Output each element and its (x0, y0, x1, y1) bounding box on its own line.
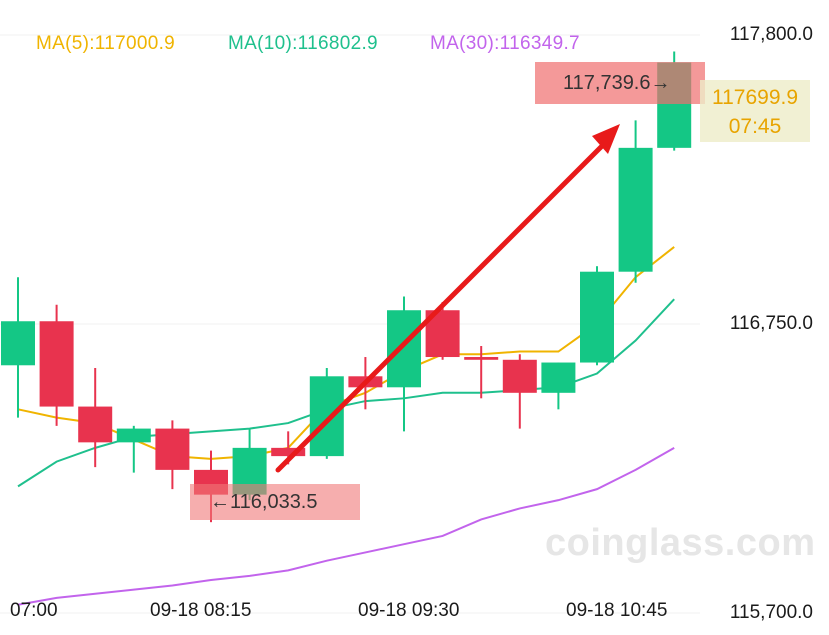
candles-group (1, 51, 692, 523)
candle-body-up (387, 310, 421, 388)
candle-body-down (78, 406, 113, 443)
candle (387, 296, 421, 432)
candle-body-up (580, 271, 614, 363)
candle-body-up (618, 147, 653, 272)
current-price-value: 117699.9 (711, 86, 799, 109)
candle-body-down (155, 428, 190, 470)
candle (425, 301, 460, 360)
candle (502, 354, 537, 429)
ma5-line (17, 246, 675, 460)
candle-body-up (309, 376, 344, 457)
ma10-line (17, 298, 675, 488)
trend-arrow (275, 124, 620, 473)
candle (1, 277, 35, 418)
x-tick-label: 09-18 09:30 (358, 600, 460, 621)
x-tick-label: 09-18 10:45 (566, 600, 668, 621)
candle-body-down (271, 447, 306, 457)
candle (580, 266, 614, 366)
y-tick-label: 115,700.0 (729, 602, 813, 623)
candle (116, 425, 151, 473)
countdown-timer: 07:45 (728, 115, 782, 138)
legend-ma5: MA(5):117000.9 (36, 33, 176, 54)
candle (78, 368, 113, 468)
candle-body-down (502, 359, 537, 393)
candle (155, 420, 190, 490)
candle (309, 368, 344, 459)
low-price-annotation: ←116,033.5 (190, 484, 360, 520)
y-tick-label: 116,750.0 (729, 313, 813, 334)
watermark: coinglass.com (545, 522, 816, 564)
candle (39, 304, 74, 426)
candle-body-down (464, 357, 499, 360)
candle-body-down (39, 321, 74, 407)
candle (541, 362, 576, 410)
candle-body-up (541, 362, 576, 393)
x-tick-label: 07:00 (10, 600, 58, 621)
candle (464, 346, 499, 399)
candle-body-up (116, 428, 151, 443)
current-price-tag: 117699.9 07:45 (700, 80, 810, 142)
high-price-annotation: 117,739.6→ (535, 62, 705, 104)
legend-ma30: MA(30):116349.7 (430, 33, 580, 54)
legend-ma10: MA(10):116802.9 (228, 33, 378, 54)
x-tick-label: 09-18 08:15 (150, 600, 252, 621)
candle-body-up (1, 321, 35, 366)
ma30-line (17, 446, 675, 606)
y-tick-label: 117,800.0 (729, 24, 813, 45)
candle (618, 120, 653, 283)
